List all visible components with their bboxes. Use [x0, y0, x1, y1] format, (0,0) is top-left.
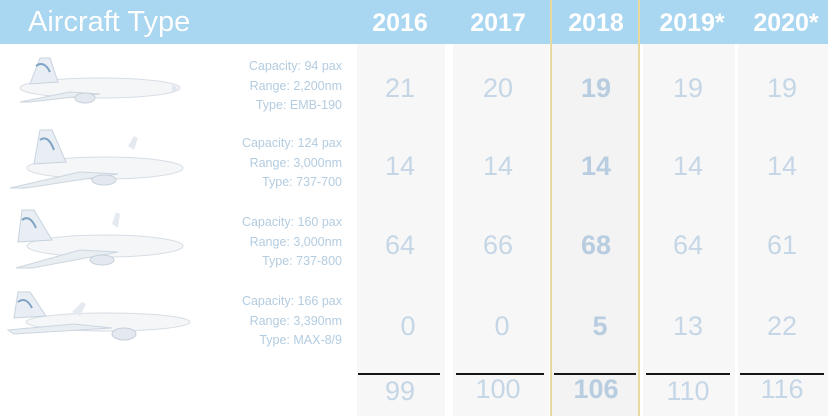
aircraft-737-700-icon	[9, 129, 184, 189]
type-label: Type: 737-800	[262, 254, 342, 268]
fleet-total: 116	[760, 374, 804, 404]
page-title: Aircraft Type	[28, 6, 191, 38]
range-label: Range: 3,390nm	[249, 313, 342, 328]
fleet-count: 14	[672, 151, 704, 181]
fleet-count: 22	[766, 311, 798, 341]
total-divider	[646, 373, 730, 375]
total-divider	[358, 373, 440, 375]
year-header: 2019*	[659, 9, 725, 37]
fleet-count: 0	[400, 311, 416, 341]
fleet-total: 100	[475, 374, 521, 404]
year-header: 2017	[470, 9, 526, 37]
fleet-count: 14	[384, 151, 416, 181]
aircraft-737-800-icon	[15, 209, 184, 269]
year-header: 2020*	[753, 9, 819, 37]
total-divider	[456, 373, 544, 375]
aircraft-specs: Capacity: 166 pax Range: 3,390nm Type: M…	[160, 292, 342, 351]
range-label: Range: 3,000nm	[249, 155, 342, 170]
range-label: Range: 2,200nm	[249, 78, 342, 93]
fleet-total: 110	[666, 376, 710, 406]
year-header: 2016	[372, 9, 428, 37]
capacity-label: Capacity: 124 pax	[241, 136, 342, 150]
fleet-count: 64	[672, 230, 704, 260]
aircraft-specs: Capacity: 94 pax Range: 2,200nm Type: EM…	[160, 57, 342, 116]
fleet-count: 13	[672, 311, 704, 341]
fleet-count: 21	[384, 73, 416, 103]
column-2016	[357, 44, 445, 416]
type-label: Type: EMB-190	[255, 98, 342, 112]
table-header: Aircraft Type 2016 2017 2018 2019* 2020*	[0, 0, 828, 44]
type-label: Type: 737-700	[262, 175, 342, 189]
column-2019	[643, 44, 735, 416]
column-2018	[552, 44, 640, 416]
fleet-count: 14	[766, 151, 798, 181]
range-label: Range: 3,000nm	[249, 234, 342, 249]
aircraft-max-8-9-icon	[6, 291, 191, 341]
fleet-count: 5	[592, 311, 608, 341]
aircraft-specs: Capacity: 160 pax Range: 3,000nm Type: 7…	[160, 213, 342, 272]
fleet-total: 106	[573, 374, 619, 404]
capacity-label: Capacity: 160 pax	[241, 215, 342, 229]
highlight-divider	[550, 0, 552, 416]
type-label: Type: MAX-8/9	[259, 333, 342, 347]
fleet-count: 66	[482, 230, 514, 260]
total-divider	[740, 373, 824, 375]
fleet-count: 19	[672, 73, 704, 103]
capacity-label: Capacity: 94 pax	[248, 59, 342, 73]
fleet-count: 0	[494, 311, 510, 341]
column-2020	[738, 44, 828, 416]
fleet-count: 14	[580, 151, 612, 181]
column-2017	[453, 44, 549, 416]
fleet-count: 64	[384, 230, 416, 260]
fleet-count: 61	[766, 230, 798, 260]
year-header-highlighted: 2018	[568, 9, 624, 37]
fleet-count: 20	[482, 73, 514, 103]
highlight-divider	[638, 0, 640, 416]
fleet-count: 14	[482, 151, 514, 181]
total-divider	[554, 373, 636, 375]
aircraft-specs: Capacity: 124 pax Range: 3,000nm Type: 7…	[160, 134, 342, 193]
fleet-count: 68	[580, 230, 612, 260]
aircraft-emb190-icon	[19, 57, 181, 104]
capacity-label: Capacity: 166 pax	[241, 294, 342, 308]
fleet-count: 19	[766, 73, 798, 103]
fleet-count: 19	[580, 73, 612, 103]
fleet-total: 99	[384, 376, 416, 406]
